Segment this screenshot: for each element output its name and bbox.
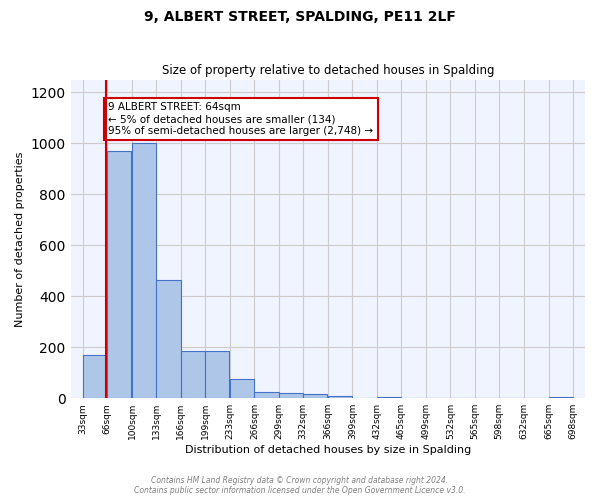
Bar: [157, 280, 181, 398]
Bar: [230, 379, 254, 398]
Bar: [254, 392, 279, 398]
Bar: [377, 397, 401, 398]
Bar: [303, 394, 328, 398]
Bar: [328, 396, 352, 398]
X-axis label: Distribution of detached houses by size in Spalding: Distribution of detached houses by size …: [185, 445, 471, 455]
Y-axis label: Number of detached properties: Number of detached properties: [15, 151, 25, 326]
Text: 9, ALBERT STREET, SPALDING, PE11 2LF: 9, ALBERT STREET, SPALDING, PE11 2LF: [144, 10, 456, 24]
Bar: [83, 355, 107, 398]
Text: Contains HM Land Registry data © Crown copyright and database right 2024.
Contai: Contains HM Land Registry data © Crown c…: [134, 476, 466, 495]
Bar: [107, 151, 131, 398]
Bar: [548, 397, 573, 398]
Bar: [132, 144, 157, 398]
Text: 9 ALBERT STREET: 64sqm
← 5% of detached houses are smaller (134)
95% of semi-det: 9 ALBERT STREET: 64sqm ← 5% of detached …: [109, 102, 374, 136]
Bar: [205, 351, 229, 398]
Bar: [279, 393, 303, 398]
Title: Size of property relative to detached houses in Spalding: Size of property relative to detached ho…: [161, 64, 494, 77]
Bar: [181, 351, 205, 398]
